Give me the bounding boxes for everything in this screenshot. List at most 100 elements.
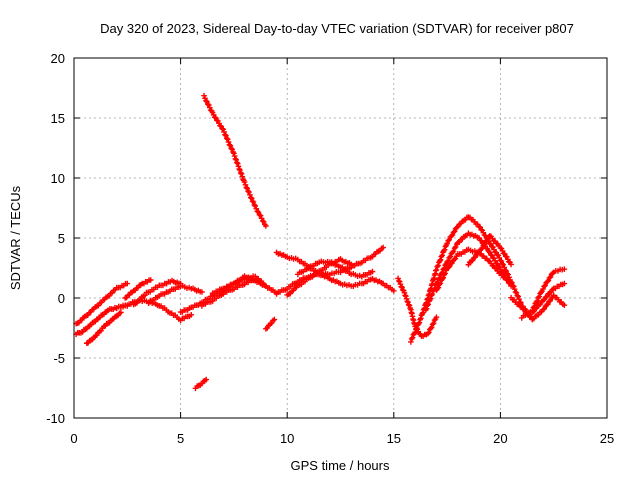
data-point <box>425 301 432 308</box>
data-point <box>480 242 487 249</box>
data-point <box>225 139 232 145</box>
data-point <box>263 223 269 229</box>
data-point <box>478 246 485 252</box>
y-tick-label: -10 <box>46 411 65 426</box>
data-point <box>118 309 124 316</box>
data-point <box>235 163 242 170</box>
x-tick-label: 5 <box>177 431 184 446</box>
data-point <box>561 280 568 287</box>
y-tick-label: 5 <box>58 231 65 246</box>
data-point <box>404 298 411 305</box>
data-point <box>423 305 430 312</box>
data-point <box>445 257 451 264</box>
data-point <box>427 295 434 302</box>
data-point <box>536 293 542 300</box>
data-point <box>440 274 447 281</box>
data-point <box>238 171 245 177</box>
series-arc-12 <box>192 376 209 392</box>
y-axis-label: SDTVAR / TECUs <box>8 185 23 290</box>
data-point <box>549 270 556 277</box>
data-point <box>396 278 402 284</box>
data-point <box>450 248 457 254</box>
data-point <box>223 132 229 139</box>
data-point <box>503 268 510 274</box>
data-point <box>400 287 406 293</box>
data-point <box>542 282 548 289</box>
data-point <box>188 312 195 318</box>
data-point <box>439 252 445 259</box>
series-arc-5 <box>122 277 154 301</box>
data-point <box>409 334 416 341</box>
data-point <box>254 208 261 215</box>
data-point <box>449 232 456 238</box>
data-point <box>398 283 405 290</box>
data-point <box>444 240 450 247</box>
data-point <box>429 291 436 297</box>
data-point <box>412 329 418 336</box>
data-point <box>481 241 488 248</box>
x-tick-label: 20 <box>493 431 507 446</box>
data-point <box>452 244 459 250</box>
data-point <box>199 289 205 295</box>
data-point <box>405 299 411 305</box>
data-point <box>416 319 423 326</box>
y-tick-label: 10 <box>51 171 65 186</box>
series-arc-24 <box>518 266 568 321</box>
data-point <box>476 249 482 256</box>
x-tick-label: 10 <box>280 431 294 446</box>
data-point <box>426 329 432 336</box>
data-point <box>124 280 131 287</box>
data-point <box>258 215 265 222</box>
data-point <box>236 166 243 172</box>
data-point <box>453 224 460 231</box>
data-point <box>451 228 458 235</box>
data-point <box>369 268 376 275</box>
data-point <box>408 339 414 345</box>
data-point <box>234 159 240 166</box>
data-point <box>547 274 554 280</box>
data-point <box>561 266 568 272</box>
y-tick-label: 0 <box>58 291 65 306</box>
x-tick-label: 15 <box>387 431 401 446</box>
data-point <box>247 192 253 198</box>
axis-ticks: 0 5 10 15 20 25 -10 -5 0 5 10 15 20 <box>46 51 614 446</box>
series-arc-6 <box>130 277 184 308</box>
data-point <box>501 264 508 271</box>
x-tick-label: 25 <box>600 431 614 446</box>
data-point <box>221 129 227 135</box>
series-arc-22 <box>465 233 514 268</box>
data-point <box>142 292 148 299</box>
data-point <box>248 195 255 202</box>
series-arc-18 <box>395 275 440 339</box>
data-series <box>73 92 568 392</box>
data-point <box>255 209 262 216</box>
data-point <box>222 131 228 138</box>
data-point <box>249 198 256 204</box>
data-point <box>232 156 239 162</box>
series-arc-9 <box>199 276 259 309</box>
data-point <box>257 212 264 219</box>
data-point <box>203 98 209 104</box>
series-arc-11 <box>201 92 269 229</box>
data-point <box>205 102 212 108</box>
data-point <box>447 253 454 260</box>
data-point <box>508 261 514 268</box>
data-point <box>445 237 451 244</box>
data-point <box>233 157 239 163</box>
data-point <box>260 219 267 225</box>
data-point <box>437 280 444 287</box>
data-point <box>497 257 504 264</box>
data-point <box>203 376 209 383</box>
data-point <box>508 280 514 287</box>
data-point <box>220 126 227 133</box>
grid <box>74 58 607 418</box>
data-point <box>231 150 237 157</box>
data-point <box>483 237 490 244</box>
data-point <box>239 173 246 180</box>
data-point <box>430 320 437 326</box>
series-arc-25 <box>529 280 568 316</box>
data-point <box>259 218 266 224</box>
data-point <box>448 233 455 239</box>
data-point <box>484 236 491 243</box>
data-point <box>435 262 441 269</box>
